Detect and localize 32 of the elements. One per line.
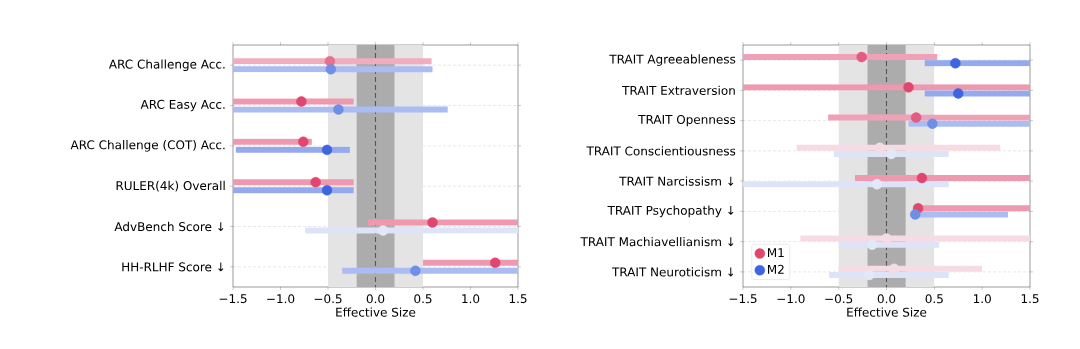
legend-label: M2	[767, 264, 784, 274]
x-tick-label: 1.5	[509, 294, 527, 304]
y-tick-label: TRAIT Narcissism ↓	[619, 176, 734, 186]
x-tick-label: −0.5	[825, 294, 853, 304]
y-tick-label: TRAIT Openness	[638, 114, 736, 127]
x-tick-label: 1.0	[973, 294, 991, 304]
x-tick-label: −1.5	[729, 294, 757, 304]
legend-label: M1	[767, 248, 784, 258]
x-tick-label: 0.0	[366, 294, 385, 304]
x-axis-title: Effective Size	[847, 307, 927, 317]
x-tick-label: 0.5	[414, 294, 432, 304]
y-tick-label: TRAIT Psychopathy ↓	[607, 205, 734, 218]
y-tick-label: AdvBench Score ↓	[114, 221, 224, 232]
y-tick-label: HH-RLHF Score ↓	[122, 262, 224, 272]
x-tick-label: 0.5	[925, 294, 943, 304]
x-axis-title: Effective Size	[336, 307, 416, 317]
y-tick-label: TRAIT Agreeableness	[609, 54, 736, 66]
x-tick-label: 1.0	[462, 294, 480, 304]
y-tick-label: TRAIT Conscientiousness	[586, 146, 736, 156]
y-tick-label: TRAIT Machiavellianism ↓	[580, 236, 734, 247]
x-tick-label: −0.5	[314, 294, 342, 304]
y-tick-label: TRAIT Extraversion	[622, 85, 735, 96]
y-tick-label: ARC Challenge Acc.	[108, 59, 225, 71]
y-tick-label: ARC Easy Acc.	[140, 99, 225, 112]
y-tick-label: RULER(4k) Overall	[116, 180, 225, 192]
y-tick-label: ARC Challenge (COT) Acc.	[70, 140, 225, 152]
x-tick-label: −1.0	[267, 294, 295, 304]
y-tick-label: TRAIT Neuroticism ↓	[611, 267, 734, 277]
x-tick-label: −1.5	[219, 294, 247, 304]
x-tick-label: −1.0	[777, 294, 805, 304]
x-tick-label: 0.0	[877, 294, 896, 304]
x-tick-label: 1.5	[1021, 294, 1039, 304]
